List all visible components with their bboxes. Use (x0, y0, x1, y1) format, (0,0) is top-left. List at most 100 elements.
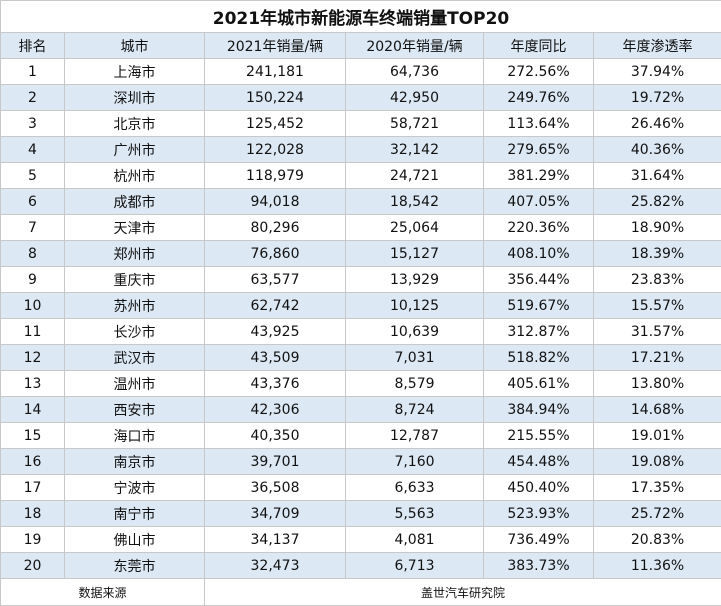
table-cell: 63,577 (204, 266, 346, 293)
column-header: 年度渗透率 (592, 32, 721, 59)
table-row: 14 西安市 42,306 8,724 384.94% 14.68% (0, 396, 721, 423)
table-cell: 7 (0, 214, 65, 241)
table-cell: 4 (0, 136, 65, 163)
table-cell: 43,376 (204, 370, 346, 397)
table-cell: 356.44% (483, 266, 594, 293)
table-cell: 7,031 (345, 344, 484, 371)
table-cell: 31.64% (592, 162, 721, 189)
table-cell: 15.57% (592, 292, 721, 319)
table-row: 3 北京市 125,452 58,721 113.64% 26.46% (0, 110, 721, 137)
table-cell: 34,709 (204, 500, 346, 527)
table-cell: 454.48% (483, 448, 594, 475)
table-cell: 10,125 (345, 292, 484, 319)
column-header: 年度同比 (483, 32, 594, 59)
table-cell: 15,127 (345, 240, 484, 267)
table-cell: 279.65% (483, 136, 594, 163)
footer-row: 数据来源 盖世汽车研究院 (0, 578, 721, 606)
table-cell: 10 (0, 292, 65, 319)
table-cell: 36,508 (204, 474, 346, 501)
table-cell: 220.36% (483, 214, 594, 241)
table-cell: 58,721 (345, 110, 484, 137)
table-cell: 405.61% (483, 370, 594, 397)
table-cell: 25,064 (345, 214, 484, 241)
table-cell: 17 (0, 474, 65, 501)
table-cell: 80,296 (204, 214, 346, 241)
table-row: 13 温州市 43,376 8,579 405.61% 13.80% (0, 370, 721, 397)
table-cell: 17.21% (592, 344, 721, 371)
table-row: 9 重庆市 63,577 13,929 356.44% 23.83% (0, 266, 721, 293)
table-cell: 19.08% (592, 448, 721, 475)
table-row: 6 成都市 94,018 18,542 407.05% 25.82% (0, 188, 721, 215)
table-cell: 7,160 (345, 448, 484, 475)
table-cell: 43,509 (204, 344, 346, 371)
table-cell: 241,181 (204, 58, 346, 85)
table-cell: 武汉市 (64, 344, 205, 371)
source-label: 数据来源 (0, 578, 205, 606)
table-row: 4 广州市 122,028 32,142 279.65% 40.36% (0, 136, 721, 163)
table-cell: 13,929 (345, 266, 484, 293)
table-cell: 南宁市 (64, 500, 205, 527)
table-cell: 215.55% (483, 422, 594, 449)
table-cell: 深圳市 (64, 84, 205, 111)
table-cell: 海口市 (64, 422, 205, 449)
table-cell: 40.36% (592, 136, 721, 163)
table-cell: 39,701 (204, 448, 346, 475)
table-cell: 3 (0, 110, 65, 137)
table-cell: 14 (0, 396, 65, 423)
table-cell: 2 (0, 84, 65, 111)
table-cell: 450.40% (483, 474, 594, 501)
table-cell: 5,563 (345, 500, 484, 527)
table-cell: 4,081 (345, 526, 484, 553)
table-cell: 31.57% (592, 318, 721, 345)
table-cell: 20 (0, 552, 65, 579)
title-row: 2021年城市新能源车终端销量TOP20 (0, 0, 721, 33)
table-cell: 郑州市 (64, 240, 205, 267)
table-cell: 12 (0, 344, 65, 371)
table-cell: 407.05% (483, 188, 594, 215)
table-cell: 312.87% (483, 318, 594, 345)
table-cell: 118,979 (204, 162, 346, 189)
table-cell: 24,721 (345, 162, 484, 189)
table-cell: 383.73% (483, 552, 594, 579)
table-cell: 40,350 (204, 422, 346, 449)
table-cell: 64,736 (345, 58, 484, 85)
table-cell: 42,306 (204, 396, 346, 423)
table-title: 2021年城市新能源车终端销量TOP20 (0, 0, 721, 33)
table-cell: 长沙市 (64, 318, 205, 345)
table-cell: 17.35% (592, 474, 721, 501)
table-cell: 8,579 (345, 370, 484, 397)
table-row: 17 宁波市 36,508 6,633 450.40% 17.35% (0, 474, 721, 501)
table-cell: 12,787 (345, 422, 484, 449)
table-cell: 18.90% (592, 214, 721, 241)
table-row: 20 东莞市 32,473 6,713 383.73% 11.36% (0, 552, 721, 579)
table-cell: 381.29% (483, 162, 594, 189)
table-row: 8 郑州市 76,860 15,127 408.10% 18.39% (0, 240, 721, 267)
table-cell: 13.80% (592, 370, 721, 397)
table-cell: 11.36% (592, 552, 721, 579)
table-cell: 43,925 (204, 318, 346, 345)
table-row: 2 深圳市 150,224 42,950 249.76% 19.72% (0, 84, 721, 111)
table-cell: 广州市 (64, 136, 205, 163)
table-cell: 518.82% (483, 344, 594, 371)
table-cell: 23.83% (592, 266, 721, 293)
table-cell: 62,742 (204, 292, 346, 319)
table-cell: 重庆市 (64, 266, 205, 293)
table-cell: 42,950 (345, 84, 484, 111)
table-cell: 杭州市 (64, 162, 205, 189)
table-cell: 18 (0, 500, 65, 527)
table-cell: 16 (0, 448, 65, 475)
table-cell: 10,639 (345, 318, 484, 345)
table-row: 5 杭州市 118,979 24,721 381.29% 31.64% (0, 162, 721, 189)
table-cell: 13 (0, 370, 65, 397)
table-row: 11 长沙市 43,925 10,639 312.87% 31.57% (0, 318, 721, 345)
table-cell: 76,860 (204, 240, 346, 267)
table-cell: 8,724 (345, 396, 484, 423)
table-cell: 6 (0, 188, 65, 215)
column-header: 2020年销量/辆 (345, 32, 484, 59)
table-cell: 18,542 (345, 188, 484, 215)
table-cell: 25.82% (592, 188, 721, 215)
table-cell: 1 (0, 58, 65, 85)
table-cell: 113.64% (483, 110, 594, 137)
